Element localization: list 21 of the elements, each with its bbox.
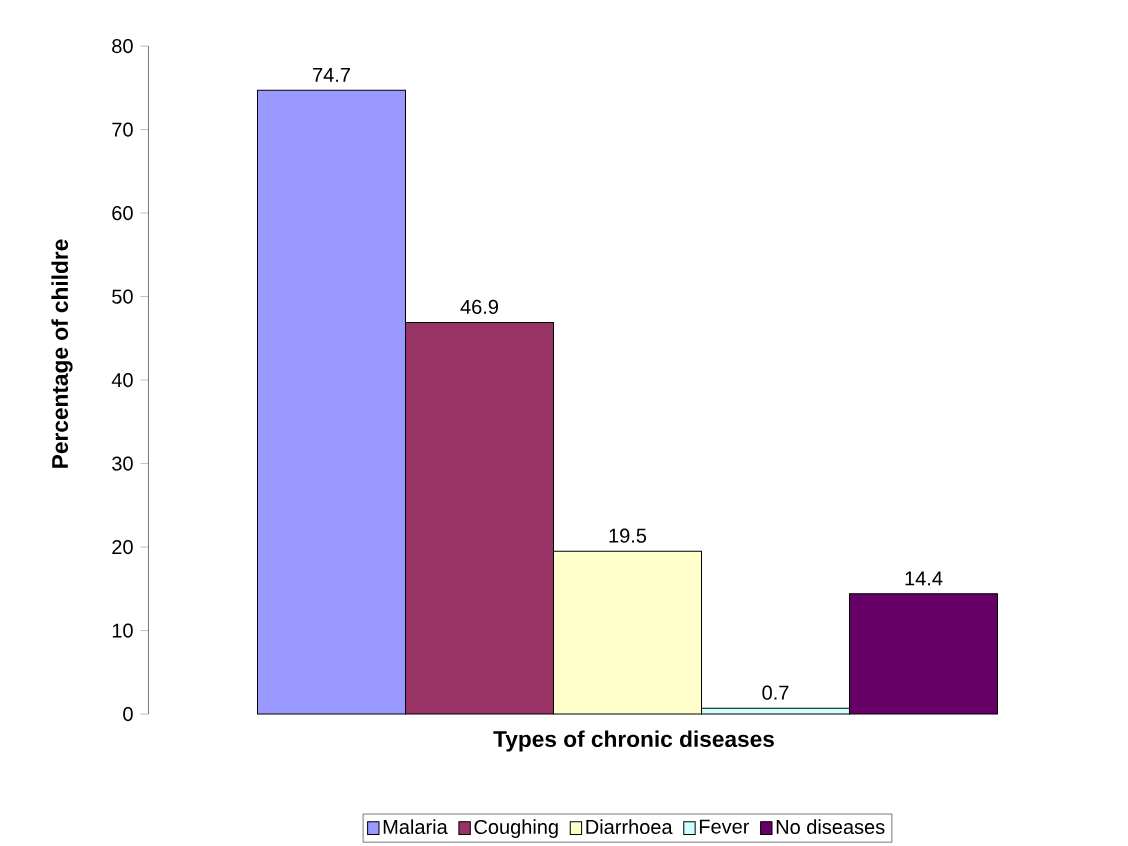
- y-tick-label: 0: [123, 706, 133, 722]
- y-tick-label: 50: [112, 289, 133, 304]
- legend-label: Coughing: [474, 819, 558, 838]
- legend-label: No diseases: [776, 819, 885, 835]
- data-label: 74.7: [313, 68, 350, 82]
- y-tick-label: 60: [112, 205, 133, 221]
- y-tick-label: 80: [112, 39, 133, 54]
- x-axis-title: Types of chronic diseases: [493, 730, 774, 752]
- y-tick-label: 30: [112, 456, 133, 471]
- data-label: 19.5: [609, 528, 647, 543]
- y-tick-label: 20: [112, 539, 133, 555]
- y-tick-label: 40: [111, 372, 133, 388]
- legend-label: Malaria: [383, 819, 448, 835]
- legend-label: Fever: [699, 819, 750, 834]
- legend-label: Diarrhoea: [586, 819, 673, 835]
- y-tick-label: 10: [112, 623, 133, 638]
- y-axis-title: Percentage of childre: [51, 239, 73, 468]
- y-tick-label: 70: [112, 122, 133, 137]
- data-label: 0.7: [762, 685, 789, 700]
- data-label: 14.4: [905, 571, 943, 586]
- data-label: 46.9: [460, 299, 498, 314]
